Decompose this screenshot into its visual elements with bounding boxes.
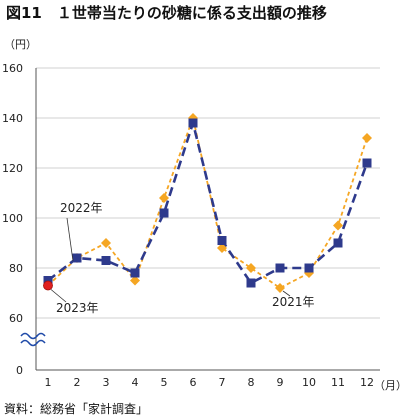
data-point-diamond (159, 193, 169, 203)
data-point-diamond (130, 275, 140, 286)
y-tick-label: 120 (2, 162, 23, 175)
data-point-square (72, 253, 82, 263)
x-tick-label: 8 (248, 376, 255, 389)
axis-break-wave (20, 339, 46, 347)
series-label: 2022年 (60, 201, 103, 215)
series-label: 2023年 (56, 301, 99, 315)
y-tick-label: 60 (9, 312, 23, 325)
y-tick-label: 100 (2, 212, 23, 225)
y-unit-label: （円） (4, 38, 37, 51)
x-tick-label: 6 (190, 376, 197, 389)
x-tick-label: 3 (103, 376, 110, 389)
x-unit-label: （月） (374, 379, 400, 392)
x-tick-label: 5 (161, 376, 168, 389)
data-point-diamond (217, 243, 227, 253)
data-point-square (217, 236, 227, 245)
series-layer (43, 113, 372, 293)
series-line (47, 121, 369, 285)
data-point-square (304, 263, 314, 273)
data-point-square (159, 208, 169, 218)
y-tick-labels: 160 140 120 100 80 60 0 (2, 62, 23, 377)
axes (20, 68, 380, 371)
data-point-square (275, 263, 285, 273)
x-tick-label: 9 (277, 376, 284, 389)
data-point-diamond (275, 283, 285, 293)
x-tick-label: 1 (45, 376, 52, 389)
y-tick-label: 160 (2, 62, 23, 75)
x-tick-label: 4 (132, 376, 139, 389)
chart-title: 図11 １世帯当たりの砂糖に係る支出額の推移 (6, 4, 327, 22)
x-tick-label: 12 (360, 376, 374, 389)
x-tick-label: 11 (331, 376, 345, 389)
data-point-square (101, 256, 111, 265)
callout-leader (50, 289, 67, 303)
data-point-diamond (362, 133, 372, 143)
data-point-square (246, 278, 256, 288)
data-point-diamond (333, 220, 343, 231)
data-point-square (188, 118, 198, 128)
x-tick-label: 10 (302, 376, 316, 389)
data-point-square (362, 158, 372, 168)
callout-leader (66, 217, 74, 262)
callout-leader (282, 290, 291, 297)
axis-break-wave (20, 332, 46, 340)
y-tick-label: 80 (9, 262, 23, 275)
axis-break-icon (20, 332, 46, 347)
gridlines (36, 67, 380, 319)
y-tick-label: 0 (16, 364, 23, 377)
x-tick-labels: 1 2 3 4 5 6 7 8 9 10 11 12 (45, 376, 375, 389)
x-tick-label: 2 (74, 376, 81, 389)
data-point-diamond (101, 238, 111, 248)
x-tick-label: 7 (219, 376, 226, 389)
source-note: 資料：総務省「家計調査」 (4, 402, 149, 416)
data-point-circle (43, 280, 53, 291)
data-point-square (43, 276, 53, 285)
data-point-square (333, 238, 343, 248)
data-point-diamond (246, 263, 256, 273)
y-tick-label: 140 (2, 112, 23, 125)
series-label: 2021年 (272, 295, 315, 309)
annotations: 2022年 2023年 2021年 (50, 201, 315, 315)
series-line (47, 117, 368, 289)
data-point-square (130, 268, 140, 278)
